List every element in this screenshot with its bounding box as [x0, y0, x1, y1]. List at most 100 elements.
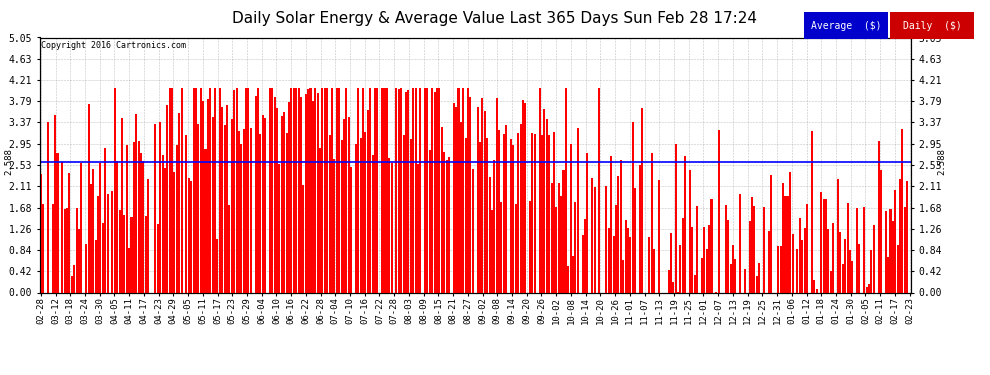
Bar [410, 139, 412, 292]
Bar [197, 124, 199, 292]
Bar [703, 226, 705, 292]
Bar [730, 264, 732, 292]
Bar [534, 134, 536, 292]
Bar [264, 118, 266, 292]
Bar [192, 88, 195, 292]
Bar [464, 138, 466, 292]
Bar [672, 282, 674, 292]
Bar [560, 196, 562, 292]
Bar [305, 94, 307, 292]
Bar [319, 148, 321, 292]
Bar [606, 186, 608, 292]
Bar [214, 88, 216, 292]
Bar [894, 190, 896, 292]
Bar [217, 240, 219, 292]
Bar [66, 208, 68, 292]
Bar [789, 172, 791, 292]
Bar [341, 140, 343, 292]
Bar [334, 159, 336, 292]
Bar [261, 115, 263, 292]
Bar [126, 145, 128, 292]
Bar [455, 107, 457, 292]
Bar [679, 245, 681, 292]
Bar [307, 89, 309, 292]
Bar [434, 92, 436, 292]
Bar [43, 204, 45, 292]
Bar [249, 128, 251, 292]
Bar [555, 207, 557, 292]
Bar [635, 188, 637, 292]
Bar [298, 88, 300, 292]
Bar [848, 250, 851, 292]
Bar [439, 88, 441, 292]
Bar [594, 187, 596, 292]
Bar [441, 127, 443, 292]
Bar [168, 88, 170, 292]
Bar [577, 128, 579, 292]
Bar [491, 210, 493, 292]
Bar [63, 209, 65, 292]
Bar [412, 88, 414, 292]
Bar [156, 224, 158, 292]
Bar [347, 117, 349, 292]
Bar [553, 132, 555, 292]
Bar [584, 219, 586, 292]
Bar [78, 228, 80, 292]
Bar [870, 250, 872, 292]
Bar [231, 119, 233, 292]
Bar [346, 88, 347, 292]
Bar [513, 145, 515, 292]
Bar [868, 284, 870, 292]
Bar [224, 125, 226, 292]
Bar [525, 103, 527, 292]
Bar [331, 88, 333, 292]
Bar [424, 88, 426, 292]
Bar [281, 116, 283, 292]
Bar [102, 223, 104, 292]
Bar [618, 176, 620, 292]
Bar [322, 88, 324, 292]
Bar [209, 88, 211, 292]
Bar [166, 105, 168, 292]
Bar [133, 142, 135, 292]
Bar [748, 221, 750, 292]
Bar [188, 178, 190, 292]
Bar [420, 88, 422, 292]
Bar [667, 270, 669, 292]
Bar [539, 88, 541, 292]
Bar [821, 192, 823, 292]
Bar [212, 117, 214, 292]
Bar [202, 101, 204, 292]
Bar [840, 232, 842, 292]
Bar [529, 201, 531, 292]
Bar [510, 139, 512, 292]
Bar [796, 249, 799, 292]
Bar [112, 191, 114, 292]
Bar [200, 88, 202, 292]
Bar [207, 99, 209, 292]
Bar [728, 220, 730, 292]
Bar [751, 197, 753, 292]
Bar [329, 135, 331, 292]
Bar [591, 178, 593, 292]
Bar [136, 114, 138, 292]
Bar [138, 141, 140, 292]
Bar [696, 206, 698, 292]
Bar [887, 257, 889, 292]
Bar [276, 108, 278, 292]
Bar [851, 261, 853, 292]
Bar [371, 155, 373, 292]
Bar [816, 290, 818, 292]
Bar [248, 88, 249, 292]
Bar [293, 88, 295, 292]
Bar [436, 88, 438, 292]
Bar [47, 122, 49, 292]
Bar [148, 179, 149, 292]
Bar [403, 135, 405, 292]
Bar [97, 196, 99, 292]
Bar [481, 98, 483, 292]
Bar [259, 134, 261, 292]
Bar [610, 156, 612, 292]
Bar [574, 202, 576, 292]
Bar [164, 168, 166, 292]
